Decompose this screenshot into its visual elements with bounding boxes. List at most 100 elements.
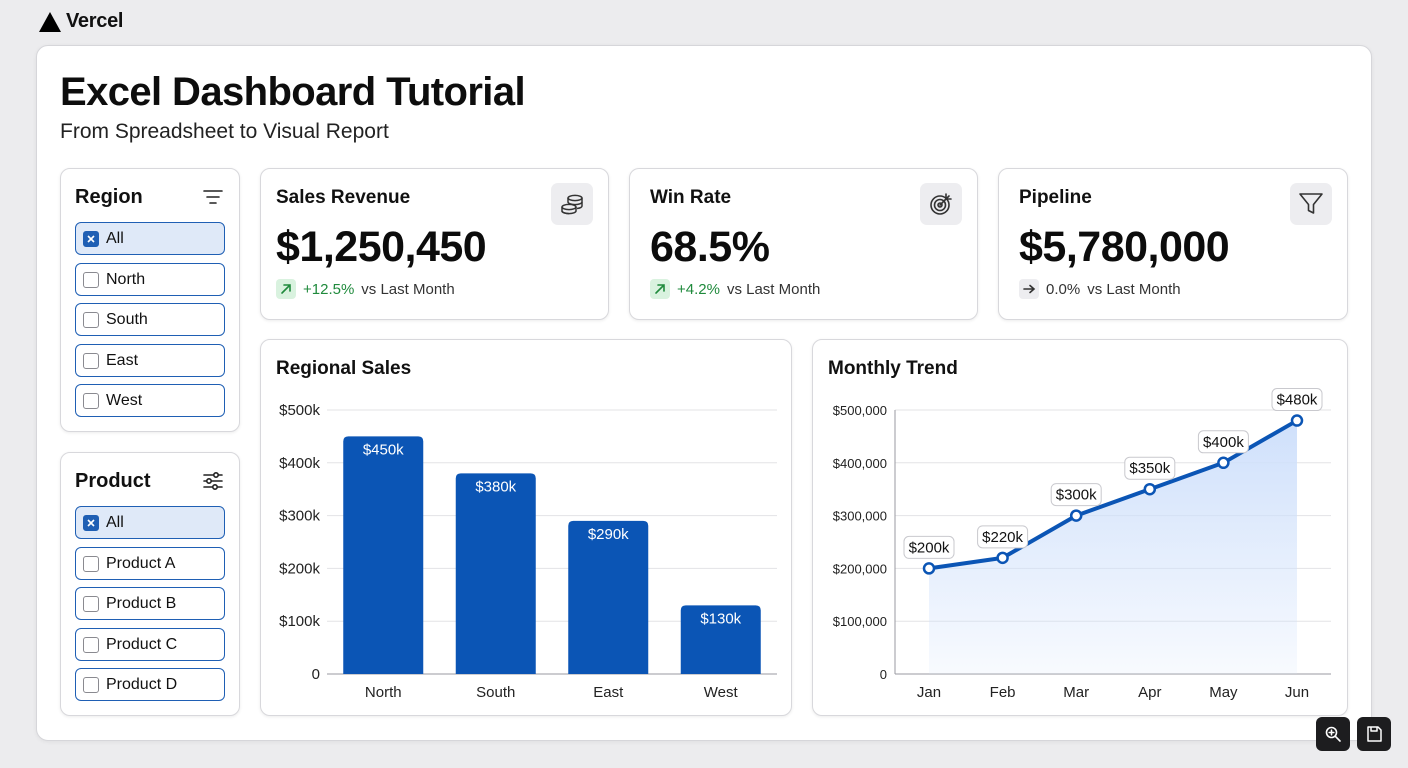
kpi-card-pipeline: Pipeline $5,780,000 0.0% vs Last Month [998,168,1348,320]
bar [455,473,536,674]
brand-logo[interactable]: Vercel [38,10,123,33]
region-option-all[interactable]: All [75,222,225,255]
checkbox[interactable] [83,636,99,653]
product-option-a[interactable]: Product A [75,547,225,580]
product-option-c[interactable]: Product C [75,628,225,661]
region-option-west[interactable]: West [75,384,225,417]
kpi-delta: +12.5% vs Last Month [276,279,455,299]
checkbox[interactable] [83,676,99,693]
zoom-button[interactable] [1316,717,1350,751]
data-label-box [903,535,955,559]
y-tick-label: $300,000 [833,509,887,524]
checkbox-checked[interactable] [83,230,99,247]
coins-icon [551,183,593,225]
check-x-icon [87,518,95,527]
kpi-value: 68.5% [650,223,770,271]
checkbox-checked[interactable] [83,514,99,531]
trend-flat-arrow-icon [1019,279,1039,299]
bar [680,605,761,674]
product-option-label: Product C [106,635,178,653]
y-tick-label: $300k [279,508,320,525]
x-tick-label: Feb [990,684,1016,701]
data-label: $480k [1277,392,1318,409]
data-point [1143,482,1157,496]
region-option-label: North [106,270,146,288]
trend-up-arrow-icon [650,279,670,299]
kpi-delta-caption: vs Last Month [1087,280,1181,298]
product-option-all[interactable]: All [75,506,225,539]
kpi-delta-value: +4.2% [677,280,720,298]
data-label: $300k [1056,487,1097,504]
y-tick-label: $400k [279,455,320,472]
monthly-trend-chart: 0 $100,000 $200,000 $300,000 $400,000 $500,00… [833,388,1331,701]
checkbox[interactable] [83,555,99,572]
kpi-card-win-rate: Win Rate 68.5% +4.2% vs Last Month [629,168,978,320]
kpi-delta-caption: vs Last Month [726,280,821,298]
y-tick-label: 0 [312,666,320,683]
data-point [922,562,936,575]
save-icon [1367,726,1382,742]
bar-value-label: $130k [700,610,741,627]
funnel-icon [1290,183,1332,225]
kpi-value: $1,250,450 [276,223,487,271]
trend-up-arrow-icon [276,279,296,299]
y-tick-label: $400,000 [833,456,887,471]
x-tick-label: South [476,684,515,701]
data-point [1069,509,1083,522]
filter-lines-icon[interactable] [201,185,225,209]
checkbox[interactable] [83,392,99,409]
data-label: $200k [909,539,950,556]
x-tick-label: Mar [1063,684,1089,701]
region-option-label: South [106,310,148,328]
bar-value-label: $290k [588,526,629,543]
data-label: $350k [1129,460,1170,477]
region-filter-title: Region [75,185,143,208]
region-filter-panel: Region All North South East West [60,168,240,432]
x-tick-label: Apr [1138,684,1161,701]
sliders-icon[interactable] [201,469,225,493]
checkbox[interactable] [83,311,99,328]
data-label-box [1050,483,1102,507]
checkbox[interactable] [83,271,99,288]
kpi-delta-caption: vs Last Month [361,280,455,298]
y-tick-label: $100k [279,613,320,630]
bar [568,520,649,674]
check-x-icon [87,234,95,243]
kpi-delta-value: +12.5% [303,280,355,298]
product-option-label: Product B [106,594,177,612]
region-option-label: West [106,391,143,409]
product-option-b[interactable]: Product B [75,587,225,620]
product-option-label: Product A [106,554,176,572]
region-option-north[interactable]: North [75,263,225,296]
vercel-triangle-icon [39,11,61,32]
y-tick-label: $500,000 [833,403,887,418]
region-option-label: All [106,229,124,247]
product-option-label: Product D [106,675,178,693]
region-option-south[interactable]: South [75,303,225,336]
kpi-delta: +4.2% vs Last Month [650,279,820,299]
checkbox[interactable] [83,595,99,612]
product-option-d[interactable]: Product D [75,668,225,701]
x-tick-label: May [1209,684,1238,701]
kpi-label: Sales Revenue [276,187,411,208]
bar [343,436,424,674]
data-label-box [1271,388,1323,412]
series-line [927,418,1299,571]
monthly-trend-panel: Monthly Trend 0 $100,000 $200,000 $300,000 $… [812,339,1348,716]
kpi-delta-value: 0.0% [1046,280,1081,298]
x-tick-label: Jan [917,684,941,701]
data-label-box [1124,456,1176,480]
x-tick-label: Jun [1285,684,1309,701]
checkbox[interactable] [83,352,99,369]
data-label: $220k [982,529,1023,546]
data-point [1290,414,1304,427]
y-tick-label: $200,000 [833,561,887,576]
data-label: $400k [1203,434,1244,451]
chart-title: Regional Sales [276,358,412,379]
zoom-in-icon [1325,726,1341,742]
region-option-east[interactable]: East [75,344,225,377]
chart-title: Monthly Trend [828,358,958,379]
save-button[interactable] [1357,717,1391,751]
y-tick-label: 0 [880,667,887,682]
y-tick-label: $500k [279,402,320,419]
